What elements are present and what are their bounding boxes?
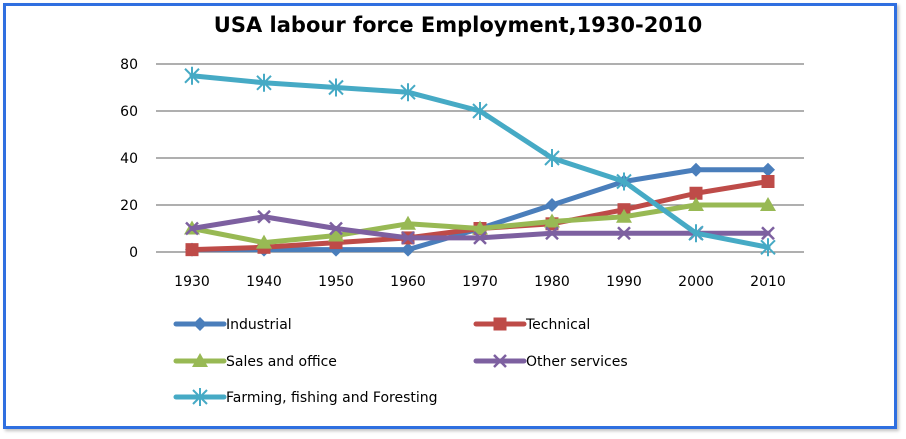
data-point bbox=[328, 227, 344, 242]
legend-item: Other services bbox=[473, 354, 628, 370]
data-point bbox=[761, 175, 775, 188]
legend-item: Technical bbox=[473, 317, 590, 333]
data-point bbox=[328, 78, 344, 97]
y-tick-label: 40 bbox=[120, 151, 138, 167]
legend-label: Other services bbox=[526, 354, 628, 370]
data-point bbox=[761, 226, 775, 241]
data-point bbox=[400, 215, 416, 230]
chart-frame: USA labour force Employment,1930-2010 0 2… bbox=[3, 3, 897, 429]
x-tick-label: 2000 bbox=[678, 274, 714, 290]
data-point bbox=[616, 208, 632, 223]
y-tick-label: 0 bbox=[129, 245, 138, 261]
legend-item: Industrial bbox=[173, 317, 292, 333]
series-4 bbox=[184, 66, 776, 257]
data-point bbox=[544, 213, 560, 228]
data-point bbox=[400, 83, 416, 102]
legend-marker bbox=[192, 388, 208, 406]
x-tick-label: 1960 bbox=[390, 274, 426, 290]
chart-title: USA labour force Employment,1930-2010 bbox=[214, 13, 702, 37]
x-tick-label: 1980 bbox=[534, 274, 570, 290]
x-tick-label: 2010 bbox=[750, 274, 786, 290]
x-tick-label: 1930 bbox=[174, 274, 210, 290]
data-point bbox=[760, 197, 776, 211]
data-point bbox=[185, 243, 199, 257]
data-point bbox=[401, 242, 415, 257]
data-point bbox=[473, 231, 487, 245]
data-point bbox=[617, 226, 631, 241]
legend-label: Farming, fishing and Foresting bbox=[226, 390, 438, 406]
data-point bbox=[329, 221, 343, 236]
line-chart: USA labour force Employment,1930-2010 0 2… bbox=[120, 13, 804, 406]
x-tick-label: 1950 bbox=[318, 274, 354, 290]
x-tick-label: 1970 bbox=[462, 274, 498, 290]
y-tick-label: 60 bbox=[120, 104, 138, 120]
data-point bbox=[472, 102, 488, 120]
data-point bbox=[616, 172, 632, 191]
legend-marker bbox=[493, 354, 507, 368]
legend-label: Industrial bbox=[226, 317, 292, 333]
legend-item: Farming, fishing and Foresting bbox=[173, 388, 438, 406]
legend-marker bbox=[493, 317, 507, 331]
data-point bbox=[257, 209, 271, 224]
data-point bbox=[545, 198, 559, 212]
data-point bbox=[544, 149, 560, 167]
y-tick-label: 80 bbox=[120, 57, 138, 73]
data-point bbox=[689, 186, 703, 200]
data-point bbox=[256, 234, 272, 249]
legend-label: Sales and office bbox=[226, 354, 337, 370]
data-point bbox=[256, 73, 272, 92]
data-point bbox=[472, 220, 488, 235]
x-tick-label: 1940 bbox=[246, 274, 282, 290]
legend-marker bbox=[193, 317, 207, 331]
data-point bbox=[761, 162, 775, 177]
legend-item: Sales and office bbox=[173, 353, 337, 370]
data-point bbox=[688, 224, 704, 243]
y-tick-label: 20 bbox=[120, 198, 138, 214]
data-point bbox=[184, 66, 200, 85]
data-point bbox=[401, 231, 415, 245]
data-point bbox=[545, 226, 559, 241]
data-point bbox=[688, 197, 704, 211]
legend-marker bbox=[192, 353, 208, 367]
data-point bbox=[185, 221, 199, 236]
legend-label: Technical bbox=[525, 317, 590, 333]
data-point bbox=[689, 162, 703, 177]
series-3 bbox=[185, 209, 775, 245]
x-tick-label: 1990 bbox=[606, 274, 642, 290]
data-point bbox=[760, 238, 776, 257]
